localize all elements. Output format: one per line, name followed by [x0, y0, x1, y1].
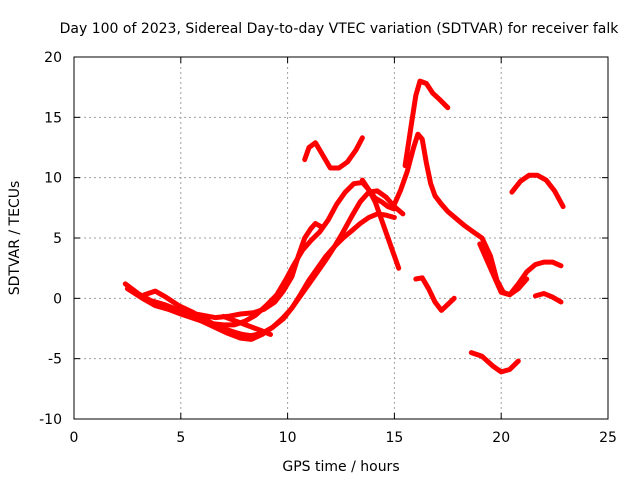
x-tick-label: 10: [279, 430, 297, 446]
series-arc-7: [302, 135, 365, 171]
series-arc-13: [468, 350, 521, 375]
series-arc-5: [221, 313, 273, 337]
y-tick-label: 10: [44, 171, 62, 187]
y-tick-label: -10: [39, 412, 62, 428]
series-arc-9: [402, 78, 451, 169]
x-tick-label: 15: [385, 430, 403, 446]
chart-title: Day 100 of 2023, Sidereal Day-to-day VTE…: [60, 21, 620, 37]
series-arc-10: [413, 275, 457, 313]
series-arc-14: [532, 291, 564, 305]
data-series: [122, 78, 566, 375]
series-arc-6: [359, 177, 402, 271]
y-tick-label: 20: [44, 50, 62, 66]
x-tick-label: 5: [176, 430, 185, 446]
series-arc-4: [199, 188, 406, 342]
series-arc-11: [477, 241, 564, 298]
x-tick-label: 20: [492, 430, 510, 446]
y-tick-label: 5: [53, 231, 62, 247]
series-arc-1: [122, 221, 325, 321]
series-arc-3: [142, 211, 397, 339]
x-axis-label: GPS time / hours: [282, 459, 399, 475]
series-arc-12: [509, 172, 566, 210]
series-arc-8: [391, 131, 530, 298]
x-tick-label: 25: [599, 430, 617, 446]
y-tick-label: 0: [53, 291, 62, 307]
y-tick-label: -5: [48, 352, 62, 368]
axis-ticks: 0 5 10 15 20 25 -10 -5 0 5 10 15 20: [39, 50, 617, 446]
y-tick-label: 15: [44, 110, 62, 126]
y-axis-label: SDTVAR / TECUs: [7, 181, 23, 296]
x-tick-label: 0: [70, 430, 79, 446]
